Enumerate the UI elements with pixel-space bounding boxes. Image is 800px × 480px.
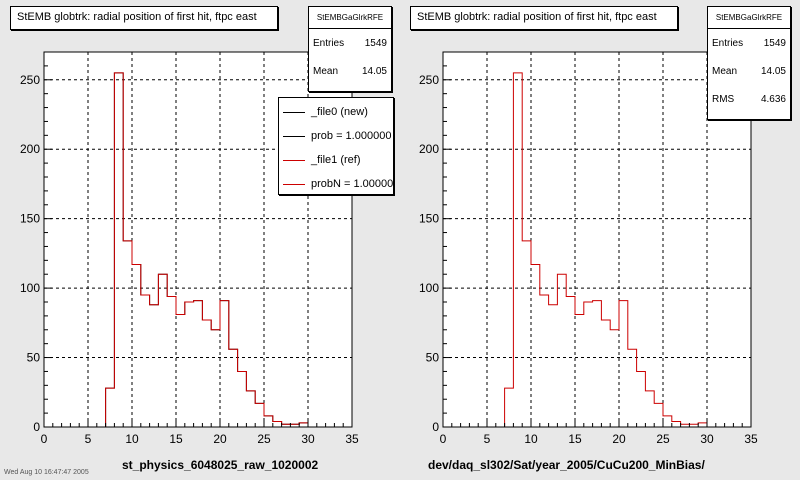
left-x-tick-label: 30 [301, 432, 315, 446]
legend-swatch-file0 [283, 111, 305, 113]
right-y-tick-label: 0 [432, 420, 439, 434]
left-stats-mean-value: 14.05 [361, 65, 387, 77]
right-plot-title: StEMB globtrk: radial position of first … [417, 11, 657, 23]
right-y-tick-label: 150 [419, 212, 439, 226]
left-stats-entries-row: Entries 1549 [309, 29, 391, 57]
right-x-tick-label: 35 [744, 432, 758, 446]
right-stats-box: StEMBGaGlrkRFE Entries 1549 Mean 14.05 R… [707, 6, 791, 120]
left-y-tick-label: 0 [33, 420, 40, 434]
right-x-tick-label: 20 [612, 432, 626, 446]
timestamp-stamp: Wed Aug 10 16:47:47 2005 [4, 469, 89, 476]
left-series-1-histogram [44, 72, 352, 428]
legend-swatch-file1 [283, 159, 305, 161]
right-plot-title-box: StEMB globtrk: radial position of first … [410, 6, 678, 30]
legend-label-file1: _file1 (ref) [311, 154, 361, 166]
left-y-tick-label: 50 [27, 351, 41, 365]
left-stats-box: StEMBGaGlrkRFE Entries 1549 Mean 14.05 [308, 6, 392, 92]
left-x-tick-label: 20 [213, 432, 227, 446]
right-y-tick-label: 50 [426, 351, 440, 365]
legend-label-prob: prob = 1.000000 [311, 130, 392, 142]
legend-label-probn: probN = 1.000000 [311, 178, 394, 190]
right-stats-rms-row: RMS 4.636 [708, 85, 790, 113]
left-x-tick-label: 10 [125, 432, 139, 446]
right-series-0-histogram [443, 72, 751, 428]
right-x-tick-label: 5 [484, 432, 491, 446]
right-y-tick-label: 250 [419, 73, 439, 87]
left-y-tick-label: 150 [20, 212, 40, 226]
left-x-axis-label: st_physics_6048025_raw_1020002 [122, 458, 319, 472]
right-stats-mean-value: 14.05 [760, 65, 786, 77]
left-stats-entries-label: Entries [313, 37, 345, 49]
legend-entry-file0: _file0 (new) [279, 100, 393, 124]
right-x-axis-label: dev/daq_sl302/Sat/year_2005/CuCu200_MinB… [428, 458, 705, 472]
right-stats-mean-label: Mean [712, 65, 738, 77]
left-y-tick-label: 250 [20, 73, 40, 87]
right-stats-header: StEMBGaGlrkRFE [708, 7, 790, 29]
right-stats-rms-value: 4.636 [760, 93, 786, 105]
left-stats-header: StEMBGaGlrkRFE [309, 7, 391, 29]
legend-box: _file0 (new) prob = 1.000000 _file1 (ref… [278, 97, 394, 195]
left-plot-title-box: StEMB globtrk: radial position of first … [10, 6, 278, 30]
right-plot-frame [442, 51, 752, 428]
left-x-tick-label: 0 [41, 432, 48, 446]
left-x-tick-label: 25 [257, 432, 271, 446]
right-x-tick-label: 0 [440, 432, 447, 446]
right-stats-entries-value: 1549 [763, 37, 786, 49]
left-plot-frame [43, 51, 353, 428]
right-y-tick-label: 200 [419, 142, 439, 156]
left-stats-mean-label: Mean [313, 65, 339, 77]
right-stats-rms-label: RMS [712, 93, 735, 105]
left-stats-entries-value: 1549 [364, 37, 387, 49]
right-x-tick-label: 25 [656, 432, 670, 446]
legend-entry-prob: prob = 1.000000 [279, 124, 393, 148]
right-x-tick-label: 10 [524, 432, 538, 446]
left-plot-title: StEMB globtrk: radial position of first … [17, 11, 257, 23]
left-x-tick-label: 5 [85, 432, 92, 446]
right-x-tick-label: 15 [568, 432, 582, 446]
legend-entry-file1: _file1 (ref) [279, 148, 393, 172]
left-x-tick-label: 35 [345, 432, 359, 446]
right-stats-mean-row: Mean 14.05 [708, 57, 790, 85]
right-stats-entries-label: Entries [712, 37, 744, 49]
left-x-tick-label: 15 [169, 432, 183, 446]
left-stats-mean-row: Mean 14.05 [309, 57, 391, 85]
legend-swatch-prob [283, 135, 305, 137]
left-y-tick-label: 200 [20, 142, 40, 156]
legend-swatch-probn [283, 183, 305, 185]
right-stats-entries-row: Entries 1549 [708, 29, 790, 57]
legend-label-file0: _file0 (new) [311, 106, 368, 118]
legend-entry-probn: probN = 1.000000 [279, 172, 394, 194]
right-plot-area [443, 52, 751, 427]
right-x-tick-label: 30 [700, 432, 714, 446]
left-y-tick-label: 100 [20, 281, 40, 295]
right-y-tick-label: 100 [419, 281, 439, 295]
